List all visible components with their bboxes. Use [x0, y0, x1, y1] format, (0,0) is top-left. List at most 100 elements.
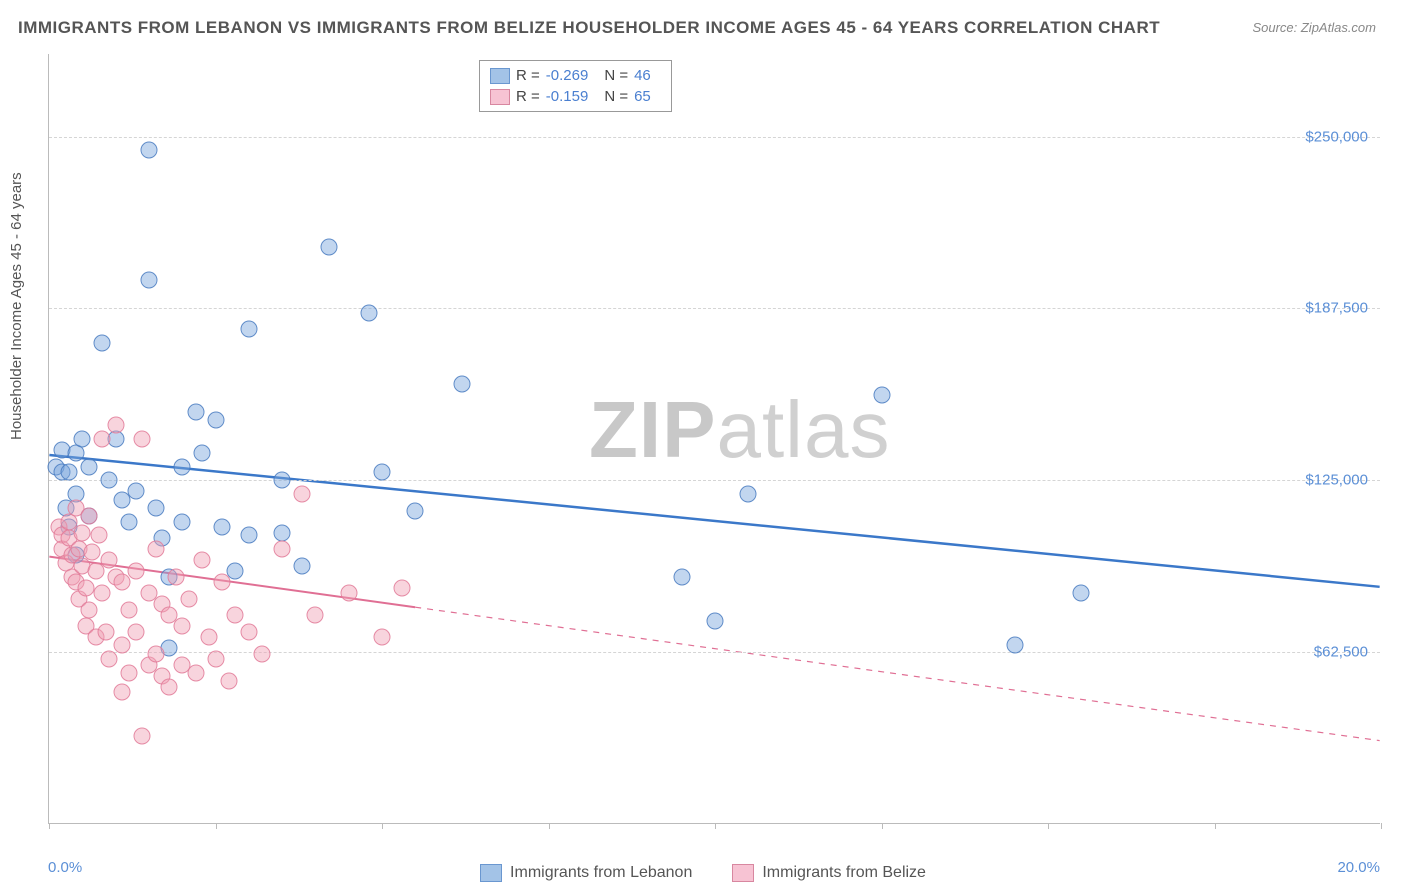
data-point-lebanon	[294, 557, 311, 574]
data-point-lebanon	[174, 458, 191, 475]
data-point-lebanon	[374, 464, 391, 481]
data-point-lebanon	[873, 387, 890, 404]
data-point-belize	[220, 673, 237, 690]
data-point-belize	[340, 585, 357, 602]
data-point-belize	[80, 601, 97, 618]
watermark: ZIPatlas	[589, 384, 890, 476]
data-point-lebanon	[274, 472, 291, 489]
data-point-lebanon	[207, 411, 224, 428]
r-value-belize: -0.159	[546, 88, 589, 105]
data-point-lebanon	[120, 513, 137, 530]
data-point-belize	[134, 431, 151, 448]
trendline-lebanon	[49, 455, 1379, 587]
data-point-belize	[94, 585, 111, 602]
data-point-belize	[84, 543, 101, 560]
x-tick	[1215, 823, 1216, 829]
data-point-belize	[74, 524, 91, 541]
data-point-lebanon	[453, 376, 470, 393]
data-point-lebanon	[240, 321, 257, 338]
watermark-bold: ZIP	[589, 385, 716, 474]
source-name: ZipAtlas.com	[1301, 20, 1376, 35]
x-tick	[382, 823, 383, 829]
data-point-lebanon	[360, 304, 377, 321]
source-prefix: Source:	[1252, 20, 1300, 35]
gridline	[49, 652, 1380, 653]
data-point-belize	[127, 563, 144, 580]
data-point-lebanon	[74, 431, 91, 448]
gridline	[49, 308, 1380, 309]
data-point-belize	[147, 645, 164, 662]
data-point-belize	[187, 664, 204, 681]
trendline-belize-extrapolated	[415, 607, 1379, 740]
data-point-belize	[393, 579, 410, 596]
swatch-belize	[490, 89, 510, 105]
legend-item-lebanon: Immigrants from Lebanon	[480, 864, 692, 882]
data-point-belize	[94, 431, 111, 448]
data-point-lebanon	[174, 513, 191, 530]
data-point-belize	[167, 568, 184, 585]
data-point-lebanon	[194, 444, 211, 461]
data-point-belize	[374, 629, 391, 646]
data-point-belize	[214, 574, 231, 591]
data-point-lebanon	[740, 486, 757, 503]
data-point-belize	[120, 601, 137, 618]
data-point-belize	[207, 651, 224, 668]
data-point-belize	[100, 651, 117, 668]
y-axis-label: Householder Income Ages 45 - 64 years	[8, 172, 25, 440]
chart-title: IMMIGRANTS FROM LEBANON VS IMMIGRANTS FR…	[18, 18, 1160, 38]
data-point-belize	[90, 527, 107, 544]
legend-swatch-belize	[732, 864, 754, 882]
data-point-lebanon	[94, 334, 111, 351]
data-point-lebanon	[320, 238, 337, 255]
data-point-belize	[194, 552, 211, 569]
data-point-lebanon	[80, 458, 97, 475]
data-point-lebanon	[127, 483, 144, 500]
data-point-belize	[274, 541, 291, 558]
data-point-belize	[120, 664, 137, 681]
data-point-belize	[200, 629, 217, 646]
data-point-lebanon	[214, 519, 231, 536]
data-point-lebanon	[240, 527, 257, 544]
gridline	[49, 137, 1380, 138]
data-point-belize	[174, 618, 191, 635]
data-point-belize	[134, 728, 151, 745]
data-point-belize	[114, 684, 131, 701]
x-tick	[49, 823, 50, 829]
data-point-lebanon	[1006, 637, 1023, 654]
r-label: R =	[516, 88, 540, 105]
x-tick	[882, 823, 883, 829]
legend-swatch-lebanon	[480, 864, 502, 882]
x-tick	[216, 823, 217, 829]
data-point-belize	[77, 579, 94, 596]
data-point-lebanon	[140, 142, 157, 159]
data-point-belize	[127, 623, 144, 640]
correlation-stats-box: R = -0.269 N = 46 R = -0.159 N = 65	[479, 60, 672, 112]
data-point-belize	[147, 541, 164, 558]
source-label: Source: ZipAtlas.com	[1252, 20, 1376, 35]
data-point-lebanon	[274, 524, 291, 541]
watermark-light: atlas	[716, 385, 890, 474]
data-point-belize	[107, 417, 124, 434]
x-tick	[715, 823, 716, 829]
legend-label-lebanon: Immigrants from Lebanon	[510, 864, 692, 882]
x-tick	[1381, 823, 1382, 829]
data-point-lebanon	[1073, 585, 1090, 602]
data-point-belize	[97, 623, 114, 640]
legend: Immigrants from Lebanon Immigrants from …	[0, 864, 1406, 882]
data-point-lebanon	[60, 464, 77, 481]
data-point-belize	[180, 590, 197, 607]
data-point-lebanon	[707, 612, 724, 629]
scatter-plot: ZIPatlas R = -0.269 N = 46 R = -0.159 N …	[48, 54, 1380, 824]
gridline	[49, 480, 1380, 481]
data-point-belize	[227, 607, 244, 624]
r-label: R =	[516, 67, 540, 84]
stats-row-belize: R = -0.159 N = 65	[490, 86, 661, 107]
data-point-lebanon	[100, 472, 117, 489]
data-point-lebanon	[187, 403, 204, 420]
y-tick-label: $250,000	[1305, 128, 1368, 145]
legend-label-belize: Immigrants from Belize	[762, 864, 926, 882]
data-point-lebanon	[140, 271, 157, 288]
y-tick-label: $187,500	[1305, 300, 1368, 317]
data-point-lebanon	[147, 499, 164, 516]
data-point-belize	[100, 552, 117, 569]
